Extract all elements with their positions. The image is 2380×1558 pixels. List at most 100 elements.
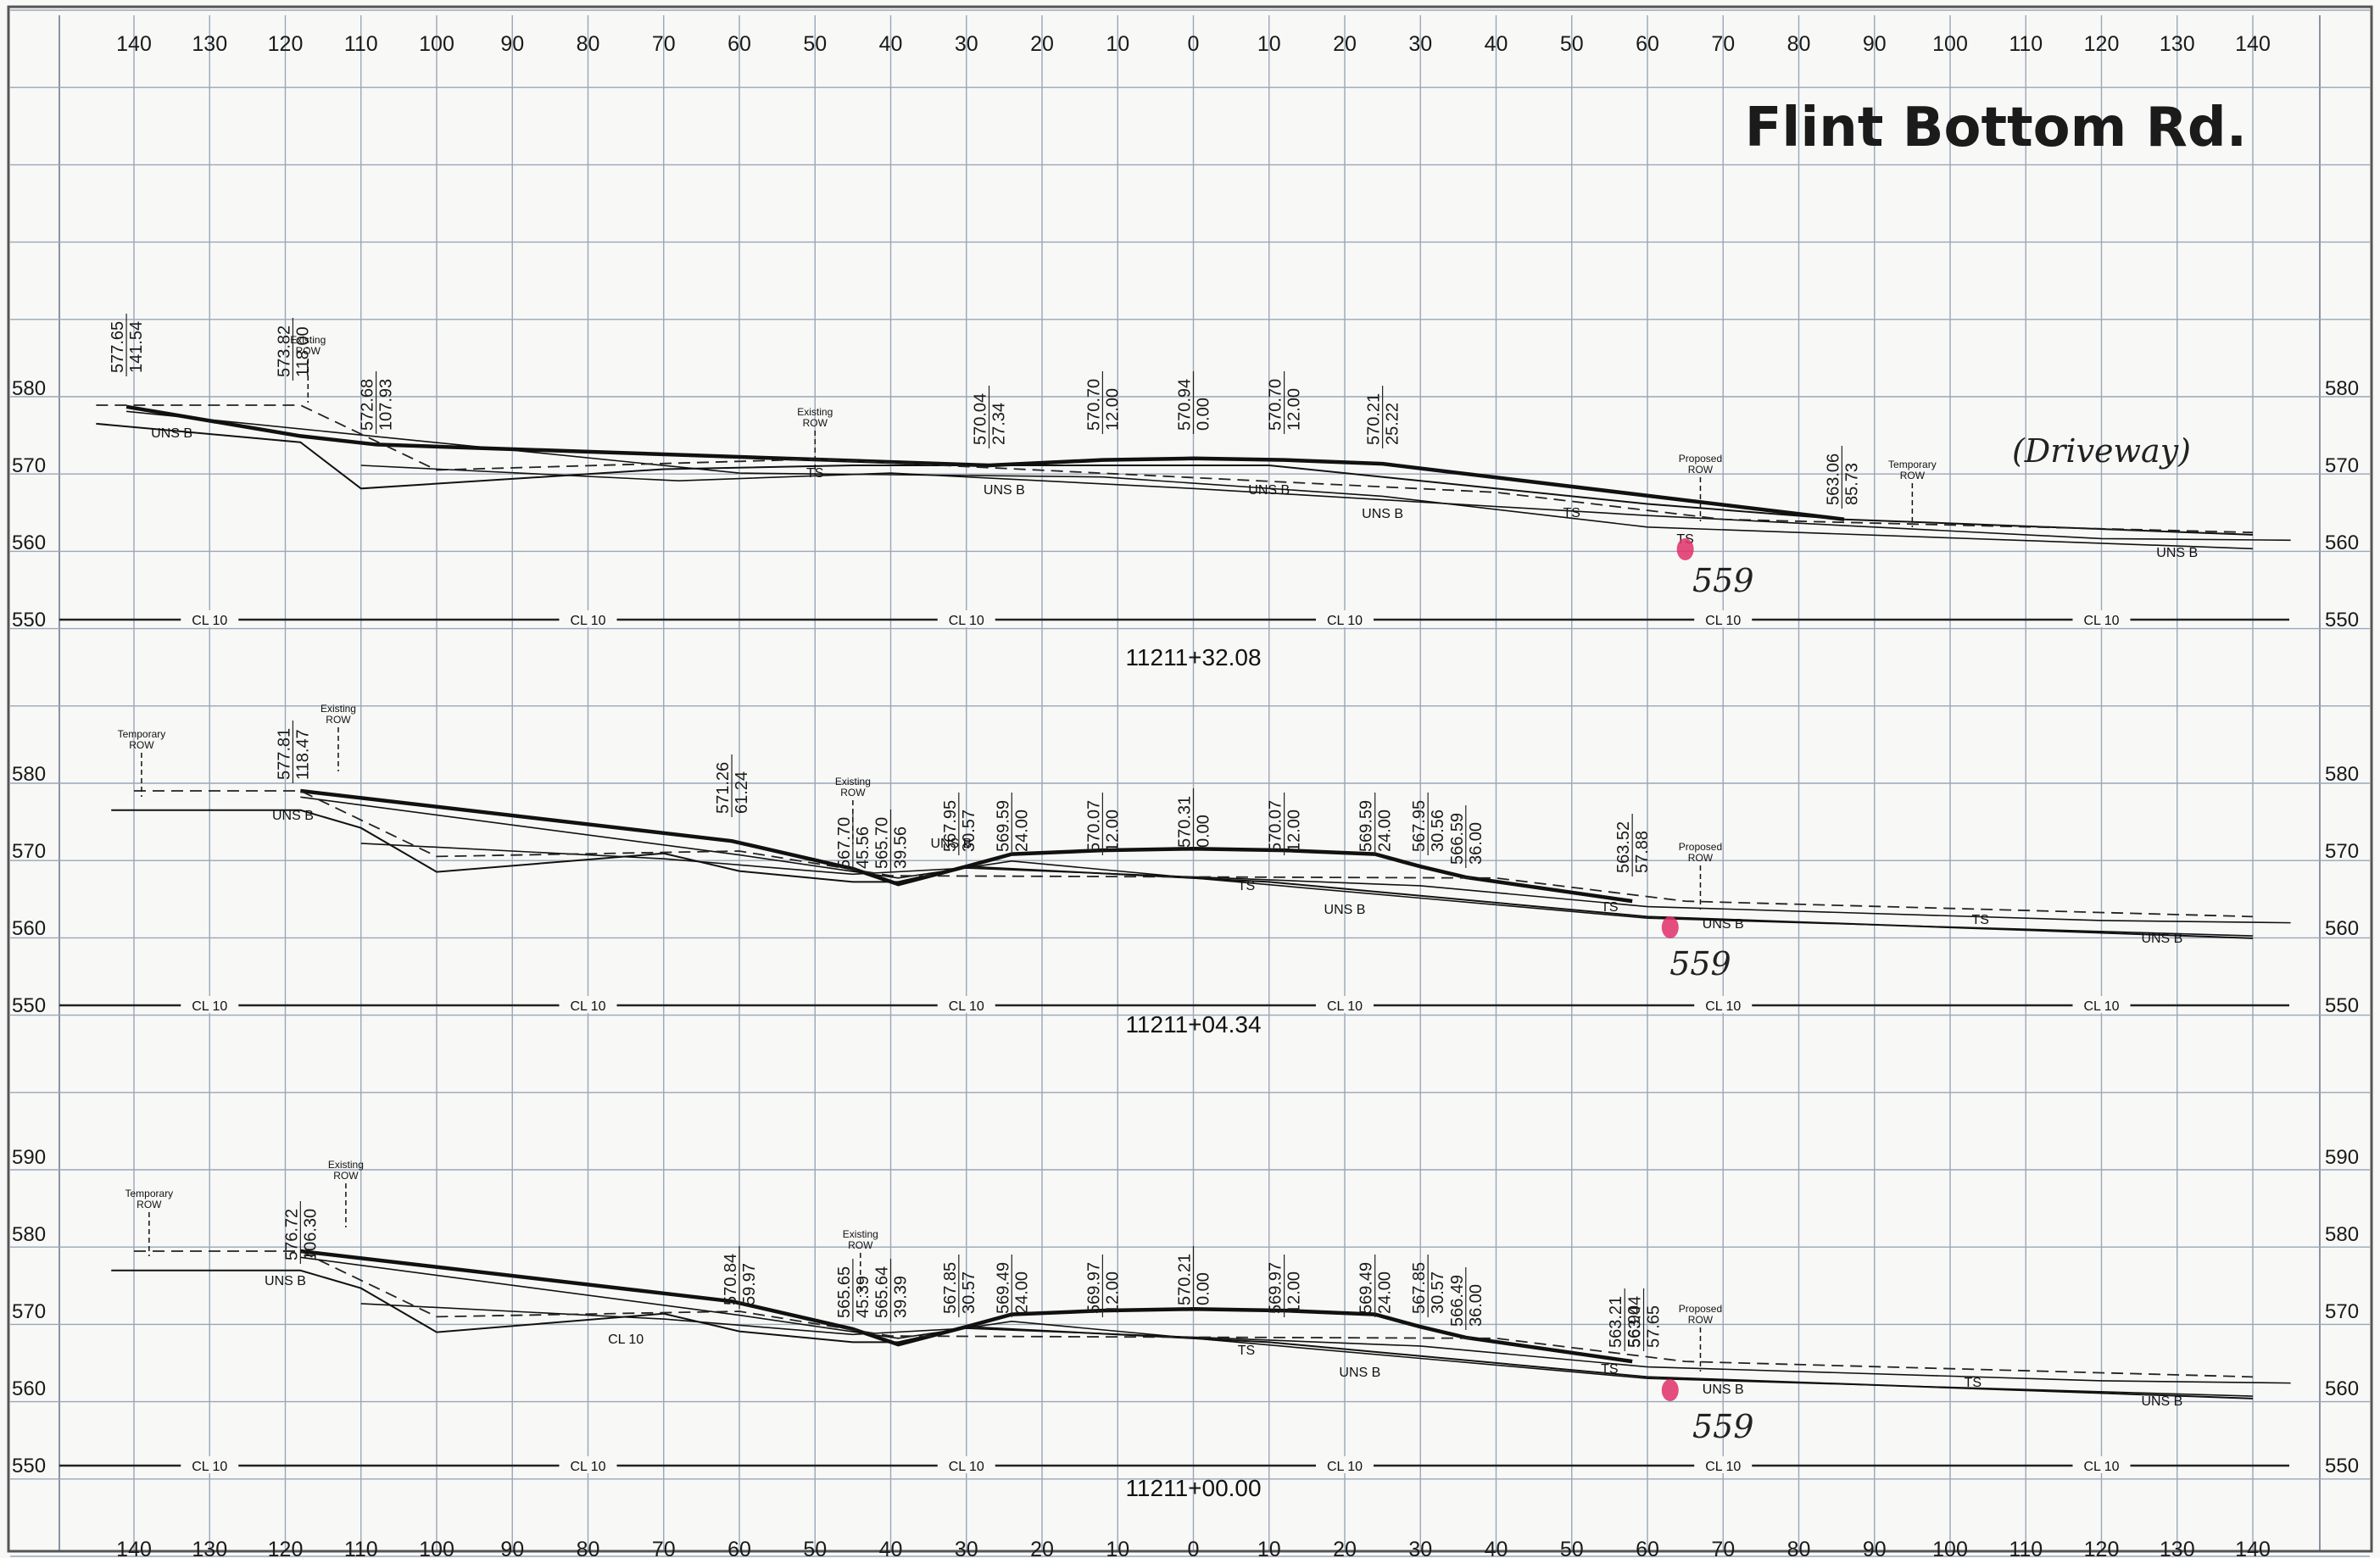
elevation-value: 565.70 [873,817,892,869]
offset-value: 12.00 [1103,388,1122,431]
offset-label-top: 90 [1863,32,1887,56]
drawing-title: Flint Bottom Rd. [1745,97,2247,159]
offset-label-top: 90 [500,32,524,56]
offset-value: 25.22 [1384,403,1402,445]
offset-value: 57.65 [1645,1305,1664,1348]
offset-label-top: 100 [419,32,454,56]
elevation-value: 565.64 [873,1266,892,1318]
sheet-border [7,5,2373,1553]
offset-value: 24.00 [1012,810,1031,852]
elevation-value: 563.21 [1607,1296,1625,1348]
offset-label-top: 50 [803,32,827,56]
cl-label-bg [1316,610,1374,627]
offset-label-bottom: 100 [419,1538,454,1558]
row-tag-line2: ROW [840,787,866,798]
centerline-label: CL 10 [2083,614,2119,628]
row-tag-line2: ROW [129,739,154,751]
layer-label: UNS B [151,426,192,441]
offset-label-top: 120 [268,32,304,56]
centerline-label: CL 10 [192,999,227,1014]
cl-label-bg [559,610,617,627]
elevation-value: 563.52 [1614,821,1633,873]
offset-value: 27.34 [990,403,1009,445]
cl-label-bg [1694,1456,1753,1473]
centerline-label: CL 10 [949,614,984,628]
elevation-marker-dot [1676,538,1694,560]
offset-value: 39.56 [892,826,911,869]
centerline-label: CL 10 [1327,614,1363,628]
centerline-label: CL 10 [949,999,984,1014]
elevation-value: 570.31 [1176,796,1195,848]
offset-label-bottom: 0 [1188,1538,1200,1558]
offset-label-top: 0 [1188,32,1200,56]
elevation-label-left: 580 [12,1223,46,1246]
cl-label-bg [937,610,995,627]
elevation-value: 566.49 [1448,1275,1467,1327]
layer-label: UNS B [1339,1366,1380,1380]
elevation-value: 570.04 [972,393,990,445]
handwritten-note: (Driveway) [2012,432,2191,470]
offset-label-top: 40 [879,32,903,56]
offset-label-bottom: 30 [955,1538,978,1558]
existing-ground-line [111,1269,2254,1399]
cl-label-bg [181,1456,239,1473]
offset-value: 12.00 [1103,1271,1122,1314]
elevation-value: 571.26 [714,762,733,814]
row-tag-line1: Proposed [1679,453,1722,465]
elevation-value: 567.70 [835,817,854,869]
elevation-value: 577.65 [109,321,127,373]
cl-label-bg [2072,610,2131,627]
elevation-value: 570.70 [1084,379,1103,431]
layer-label: UNS B [2141,932,2182,946]
station-label: 11211+04.34 [1125,1011,1261,1038]
row-tag-line1: Existing [843,1228,878,1240]
row-tag-line1: Temporary [125,1188,174,1199]
elevation-label-left: 550 [12,609,46,632]
offset-value: 107.93 [377,379,396,431]
centerline-label: CL 10 [1705,999,1741,1014]
offset-label-top: 20 [1030,32,1054,56]
cl-label-bg [2072,996,2131,1013]
existing-ground-line [96,422,2254,536]
elevation-label-left: 570 [12,454,46,477]
row-tag-line1: Existing [290,334,326,346]
offset-value: 106.30 [301,1209,320,1260]
offset-value: 24.00 [1376,1271,1395,1314]
elevation-value: 569.49 [994,1262,1012,1314]
offset-value: 45.56 [854,826,872,869]
layer-label: TS [806,466,823,481]
grid [7,5,2373,1557]
handwritten-elevation: 559 [1692,1408,1754,1445]
cl-label-bg [2072,1456,2131,1473]
offset-value: 0.00 [1195,1272,1213,1305]
offset-label-bottom: 50 [803,1538,827,1558]
elevation-value: 570.07 [1267,800,1285,852]
elevation-marker-dot [1661,916,1679,938]
elevation-value: 567.95 [941,800,960,852]
elevation-value: 567.95 [1410,800,1429,852]
centerline-label: CL 10 [192,1460,227,1474]
dashed-ground-line [134,790,2254,918]
offset-label-top: 50 [1560,32,1584,56]
elevation-value: 567.85 [941,1262,960,1314]
offset-label-bottom: 140 [116,1538,152,1558]
offset-label-top: 110 [2009,32,2043,56]
centerline-label: CL 10 [192,614,227,628]
row-tag-line1: Proposed [1679,841,1722,853]
elevation-value: 572.68 [359,379,377,431]
offset-label-bottom: 40 [1485,1538,1508,1558]
offset-label-top: 70 [652,32,676,56]
offset-label-bottom: 90 [500,1538,524,1558]
row-tag-line2: ROW [1900,470,1926,481]
elevation-label-right: 580 [2325,1223,2359,1246]
offset-value: 24.00 [1376,810,1395,852]
elevation-value: 563.06 [1824,453,1842,505]
offset-label-bottom: 110 [2009,1538,2043,1558]
layer-label: TS [1601,900,1618,915]
offset-label-bottom: 90 [1863,1538,1887,1558]
elevation-value: 565.65 [835,1266,854,1318]
row-tag-line1: Proposed [1679,1303,1722,1315]
centerline-label: CL 10 [1327,1460,1363,1474]
sections: 580 580 570 570 560 560 550 550 CL 10 CL 10 CL 10 C… [12,314,2359,1501]
centerline-label: CL 10 [570,999,605,1014]
